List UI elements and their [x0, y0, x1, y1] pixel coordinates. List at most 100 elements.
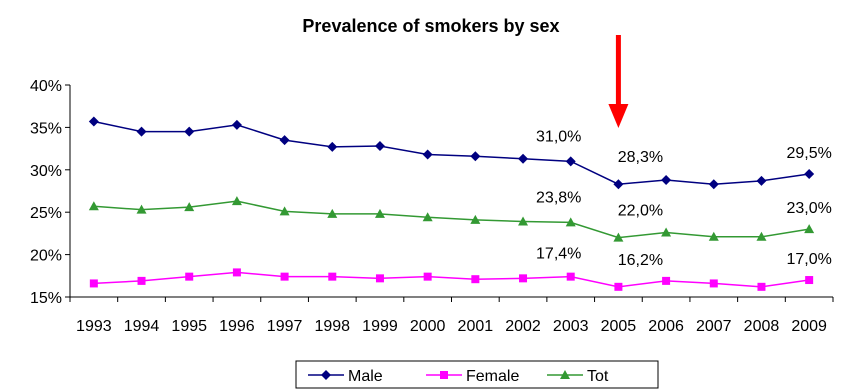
point-male [136, 126, 147, 137]
y-tick-label: 40% [30, 78, 62, 95]
point-male [708, 179, 719, 190]
point-female [709, 279, 718, 288]
x-tick-label: 2006 [648, 318, 684, 335]
point-tot [88, 201, 99, 211]
legend-marker-female [440, 371, 448, 379]
legend-entry-female: Female [426, 368, 519, 385]
series-tot [88, 196, 815, 242]
series-line-female [93, 271, 810, 288]
point-tot [374, 208, 385, 218]
point-male [661, 174, 672, 185]
point-tot [231, 196, 242, 206]
x-tick-label: 1996 [219, 318, 255, 335]
point-female [519, 274, 528, 283]
point-female [280, 272, 289, 281]
point-tot [518, 216, 529, 226]
point-male [374, 141, 385, 152]
y-tick-label: 15% [30, 290, 62, 307]
point-male [470, 151, 481, 162]
series-line-male [93, 120, 810, 185]
x-tick-label: 2009 [791, 318, 827, 335]
point-male [231, 119, 242, 130]
series-male [88, 116, 815, 190]
legend-entry-tot: Tot [547, 368, 609, 385]
point-female [89, 279, 98, 288]
point-tot [136, 204, 147, 214]
x-tick-label: 2005 [601, 318, 637, 335]
y-tick-label: 30% [30, 163, 62, 180]
arrow-head [608, 104, 629, 128]
point-tot [804, 224, 815, 234]
x-tick-label: 1994 [124, 318, 160, 335]
chart-title: Prevalence of smokers by sex [302, 16, 559, 36]
point-tot [708, 231, 719, 241]
legend-label-female: Female [466, 368, 519, 385]
point-tot [327, 208, 338, 218]
x-tick-label: 2007 [696, 318, 732, 335]
point-male [184, 126, 195, 137]
series-line-tot [93, 200, 810, 239]
data-label-tot: 22,0% [618, 203, 663, 220]
point-female [757, 282, 766, 291]
annotation-layer: 31,0% 28,3% 29,5% 23,8% 22,0% 23,0% 17,4% 16,2%… [536, 128, 832, 269]
point-female [375, 274, 384, 283]
x-tick-label: 1993 [76, 318, 112, 335]
point-female [471, 275, 480, 284]
data-label-female: 17,4% [536, 246, 581, 263]
series-layer [88, 116, 815, 291]
data-label-female: 16,2% [618, 252, 663, 269]
point-female [232, 268, 241, 277]
point-tot [565, 217, 576, 227]
x-tick-label: 2001 [458, 318, 494, 335]
point-male [279, 135, 290, 146]
legend-marker-tot [560, 370, 570, 379]
series-female [89, 268, 814, 291]
point-tot [422, 212, 433, 222]
point-male [518, 153, 529, 164]
x-tick-label: 2008 [744, 318, 780, 335]
legend: Male Female Tot [295, 360, 659, 389]
x-tick-label: 2003 [553, 318, 589, 335]
data-label-male: 28,3% [618, 149, 663, 166]
x-tick-label: 2002 [505, 318, 541, 335]
point-tot [756, 231, 767, 241]
data-label-male: 31,0% [536, 128, 581, 145]
point-female [423, 272, 432, 281]
point-male [756, 175, 767, 186]
point-female [566, 272, 575, 281]
legend-box [295, 360, 659, 389]
point-female [805, 276, 814, 285]
point-female [662, 276, 671, 285]
point-male [88, 116, 99, 127]
point-female [185, 272, 194, 281]
y-tick-label: 20% [30, 248, 62, 265]
point-female [328, 272, 337, 281]
point-tot [470, 214, 481, 224]
x-tick-label: 1995 [171, 318, 207, 335]
y-tick-label: 35% [30, 120, 62, 137]
legend-label-male: Male [348, 368, 383, 385]
x-tick-label: 1997 [267, 318, 303, 335]
x-axis: 1993 1994 1995 1996 1997 1998 1999 2000 2001 2002… [69, 296, 834, 335]
x-tick-label: 2000 [410, 318, 446, 335]
legend-label-tot: Tot [587, 368, 609, 385]
point-tot [613, 232, 624, 242]
point-male [327, 141, 338, 152]
x-tick-label: 1999 [362, 318, 398, 335]
data-label-tot: 23,0% [786, 200, 831, 217]
point-male [565, 156, 576, 167]
y-tick-label: 25% [30, 205, 62, 222]
highlight-arrow [608, 35, 629, 128]
point-male [804, 169, 815, 180]
data-label-female: 17,0% [786, 251, 831, 268]
data-label-male: 29,5% [786, 145, 831, 162]
point-female [614, 282, 623, 291]
y-axis: 15% 20% 25% 30% 35% 40% [30, 78, 71, 307]
legend-entry-male: Male [308, 368, 383, 385]
point-male [613, 179, 624, 190]
x-tick-label: 1998 [314, 318, 350, 335]
point-female [137, 276, 146, 285]
point-male [422, 149, 433, 160]
legend-marker-male [321, 370, 331, 380]
